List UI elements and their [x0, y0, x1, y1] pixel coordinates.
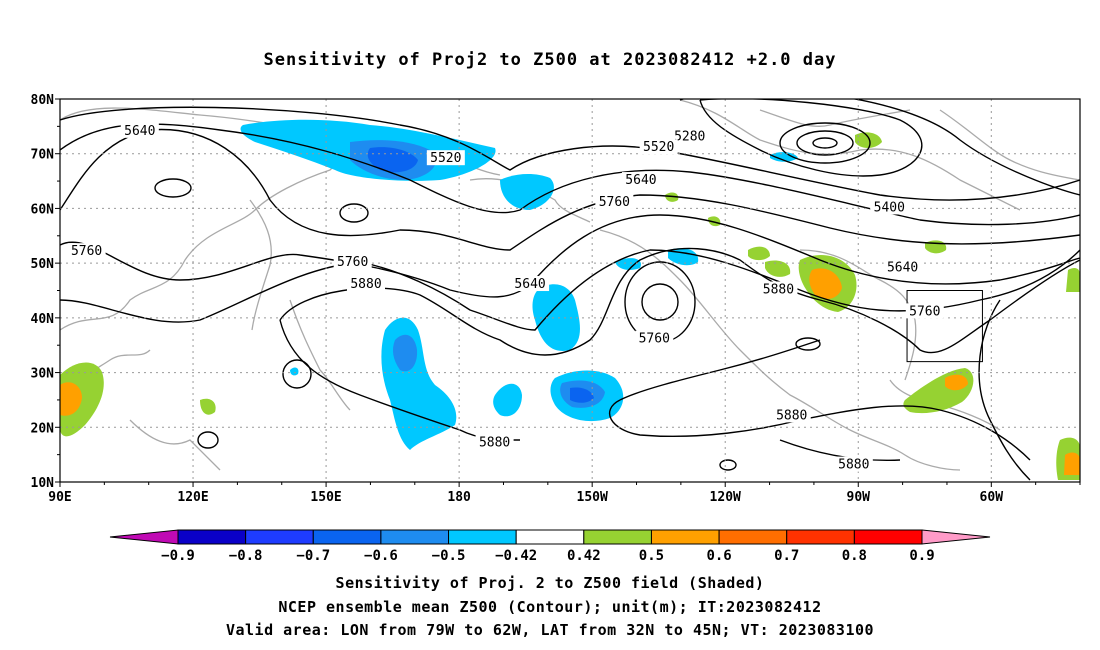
colorbar-label: −0.7 — [296, 548, 330, 564]
lon-label: 90E — [48, 490, 71, 505]
colorbar-segment — [515, 529, 585, 545]
contour-label-bg — [426, 150, 465, 166]
colorbar-label: −0.42 — [495, 548, 537, 564]
plot-title: Sensitivity of Proj2 to Z500 at 20230824… — [263, 50, 837, 70]
contour-label-bg — [635, 330, 674, 346]
contour-label-bg — [670, 128, 709, 144]
contour-label: 5760 — [639, 332, 670, 347]
colorbar-segment — [583, 529, 652, 545]
contour-label-bg — [639, 139, 678, 155]
colorbar-tip-low — [109, 529, 179, 545]
colorbar-label: 0.5 — [639, 548, 664, 564]
contour-label-bg — [475, 434, 514, 450]
colorbar-segment — [312, 529, 382, 545]
colorbar-label: 0.7 — [774, 548, 799, 564]
contour-label: 5640 — [625, 173, 656, 188]
colorbar-segment — [650, 529, 720, 545]
contour-label: 5760 — [71, 244, 102, 259]
colorbar-segment — [448, 529, 517, 545]
contour-label-bg — [333, 254, 372, 270]
colorbar-segment — [245, 529, 314, 545]
contour-label: 5280 — [674, 129, 705, 144]
contour-label-bg — [120, 122, 159, 138]
contour-label: 5520 — [643, 140, 674, 155]
contour-label-bg — [883, 259, 922, 275]
contour-label-bg — [67, 243, 106, 259]
caption-line-3: Valid area: LON from 79W to 62W, LAT fro… — [225, 621, 875, 639]
lon-label: 180 — [447, 490, 471, 505]
lat-label: 10N — [31, 476, 55, 491]
contour-label: 5880 — [776, 408, 807, 423]
colorbar-label: −0.8 — [229, 548, 263, 564]
colorbar-label: 0.8 — [842, 548, 867, 564]
lat-label: 20N — [31, 421, 55, 436]
contour-label-bg — [621, 172, 660, 188]
lat-label: 80N — [31, 93, 55, 108]
lon-label: 150E — [310, 490, 341, 505]
lat-label: 70N — [31, 148, 55, 163]
lon-label: 120E — [177, 490, 208, 505]
contour-label-bg — [834, 456, 873, 472]
colorbar-label: −0.9 — [161, 548, 195, 564]
lat-label: 60N — [31, 202, 55, 217]
caption-line-1: Sensitivity of Proj. 2 to Z500 field (Sh… — [335, 574, 765, 592]
caption-line-2: NCEP ensemble mean Z500 (Contour); unit(… — [278, 598, 822, 616]
contour-label: 5520 — [430, 151, 461, 166]
contour-label-bg — [511, 276, 550, 292]
lon-label: 150W — [577, 490, 608, 505]
contour-label-bg — [870, 199, 909, 215]
lon-label: 60W — [980, 490, 1004, 505]
colorbar-label: −0.6 — [364, 548, 398, 564]
lon-label: 120W — [710, 490, 741, 505]
colorbar-segment — [786, 529, 855, 545]
lat-label: 30N — [31, 367, 55, 382]
contour-label-bg — [347, 276, 385, 292]
contour-label: 5640 — [124, 124, 155, 139]
contour-label-bg — [905, 303, 944, 319]
colorbar-segment — [380, 529, 450, 545]
contour-label: 5400 — [874, 200, 905, 215]
z500-contours — [60, 99, 1080, 481]
contour-label: 5640 — [887, 261, 918, 276]
valid-area-box — [906, 290, 983, 363]
contour-label: 5640 — [514, 277, 545, 292]
colorbar-label: −0.5 — [432, 548, 466, 564]
contour-label: 5760 — [337, 255, 368, 270]
lon-label: 90W — [847, 490, 871, 505]
colorbar-label: 0.42 — [567, 548, 601, 564]
contour-label: 5880 — [479, 436, 510, 451]
contour-label-bg — [759, 281, 798, 297]
contour-label: 5880 — [838, 458, 869, 473]
contour-label: 5760 — [909, 304, 940, 319]
colorbar-segment — [718, 529, 788, 545]
lat-label: 50N — [31, 257, 55, 272]
contour-label-bg — [772, 407, 811, 423]
lat-label: 40N — [31, 312, 55, 327]
colorbar-label: 0.6 — [706, 548, 731, 564]
colorbar-segment — [177, 529, 247, 545]
gridlines — [60, 99, 1080, 482]
colorbar-label: 0.9 — [909, 548, 934, 564]
colorbar-tip-high — [921, 529, 991, 545]
colorbar-segment — [853, 529, 923, 545]
contour-label: 5880 — [350, 277, 381, 292]
contour-label-bg — [595, 193, 634, 209]
contour-label: 5760 — [599, 195, 630, 210]
sensitivity-shading — [60, 119, 1080, 480]
contour-label: 5880 — [763, 283, 794, 298]
